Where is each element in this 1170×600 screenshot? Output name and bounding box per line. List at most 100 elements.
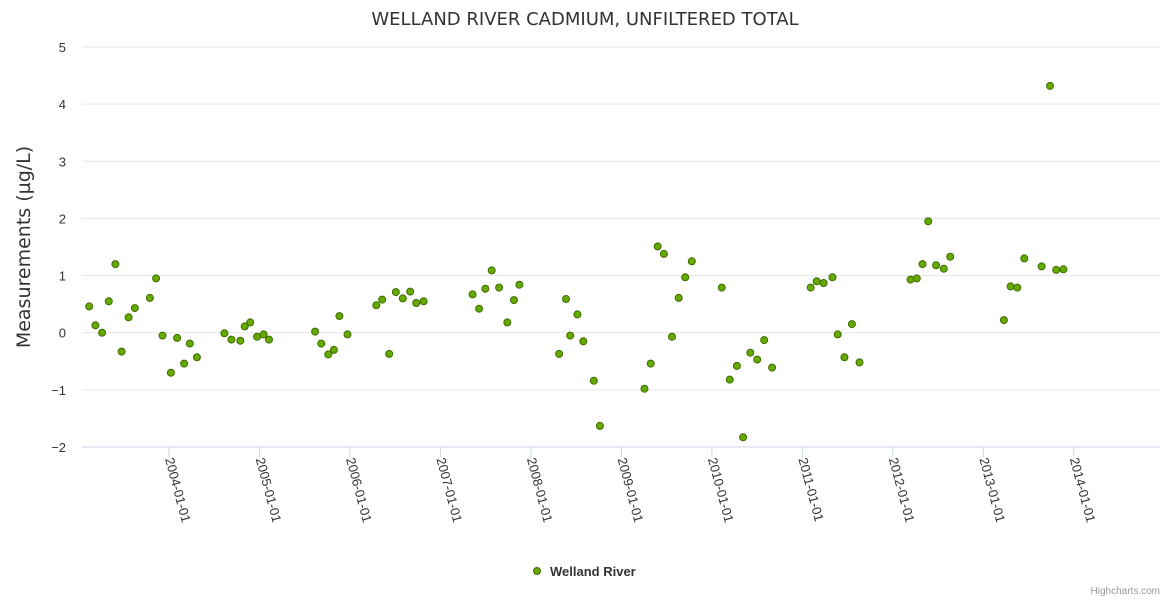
- data-point[interactable]: [579, 337, 588, 346]
- data-point[interactable]: [192, 353, 201, 362]
- data-point[interactable]: [1052, 265, 1061, 274]
- data-point[interactable]: [385, 349, 394, 358]
- data-point[interactable]: [329, 345, 338, 354]
- data-point[interactable]: [939, 264, 948, 273]
- legend-marker[interactable]: [533, 567, 541, 575]
- data-point[interactable]: [111, 260, 120, 269]
- data-point[interactable]: [158, 331, 167, 340]
- data-point[interactable]: [468, 290, 477, 299]
- legend[interactable]: Welland River: [533, 564, 636, 579]
- data-point[interactable]: [739, 433, 748, 442]
- data-point[interactable]: [725, 375, 734, 384]
- data-point[interactable]: [317, 339, 326, 348]
- data-point[interactable]: [253, 332, 262, 341]
- data-point[interactable]: [912, 274, 921, 283]
- data-point[interactable]: [555, 349, 564, 358]
- data-point[interactable]: [589, 376, 598, 385]
- data-point[interactable]: [653, 242, 662, 251]
- data-point[interactable]: [85, 302, 94, 311]
- data-point[interactable]: [1037, 262, 1046, 271]
- data-point[interactable]: [768, 363, 777, 372]
- data-point[interactable]: [98, 328, 107, 337]
- data-point[interactable]: [487, 266, 496, 275]
- data-point[interactable]: [932, 261, 941, 270]
- data-point[interactable]: [91, 321, 100, 330]
- data-point[interactable]: [343, 330, 352, 339]
- data-point[interactable]: [152, 274, 161, 283]
- y-tick-label: 4: [59, 97, 66, 112]
- data-point[interactable]: [1020, 254, 1029, 263]
- data-point[interactable]: [746, 348, 755, 357]
- data-point[interactable]: [840, 353, 849, 362]
- x-tick-label: 2004-01-01: [162, 456, 194, 524]
- data-point[interactable]: [311, 327, 320, 336]
- data-point[interactable]: [1006, 282, 1015, 291]
- data-point[interactable]: [419, 297, 428, 306]
- data-point[interactable]: [855, 358, 864, 367]
- data-point[interactable]: [924, 217, 933, 226]
- data-point[interactable]: [1046, 81, 1054, 90]
- data-point[interactable]: [674, 293, 683, 302]
- data-point[interactable]: [847, 320, 856, 329]
- data-point[interactable]: [640, 384, 649, 393]
- data-point[interactable]: [819, 279, 828, 287]
- data-point[interactable]: [378, 295, 387, 304]
- data-point[interactable]: [335, 312, 344, 321]
- data-point[interactable]: [173, 333, 182, 342]
- data-point[interactable]: [259, 330, 268, 339]
- data-point[interactable]: [130, 304, 139, 313]
- data-point[interactable]: [510, 296, 518, 305]
- data-point[interactable]: [566, 331, 575, 340]
- data-point[interactable]: [515, 280, 524, 289]
- data-point[interactable]: [104, 297, 113, 306]
- data-point[interactable]: [687, 257, 696, 266]
- data-point[interactable]: [124, 313, 133, 322]
- data-point[interactable]: [185, 339, 194, 348]
- data-point[interactable]: [573, 310, 582, 319]
- data-point[interactable]: [753, 355, 762, 364]
- data-point[interactable]: [732, 361, 741, 370]
- data-point[interactable]: [760, 336, 769, 345]
- data-point[interactable]: [659, 249, 668, 258]
- x-tick-label: 2013-01-01: [976, 456, 1008, 524]
- data-point[interactable]: [503, 318, 512, 327]
- data-point[interactable]: [562, 295, 570, 303]
- data-point[interactable]: [236, 336, 245, 345]
- data-point[interactable]: [166, 368, 175, 377]
- data-point[interactable]: [812, 277, 821, 286]
- data-point[interactable]: [999, 316, 1008, 325]
- data-point[interactable]: [481, 284, 490, 293]
- data-point[interactable]: [180, 359, 189, 368]
- data-point[interactable]: [595, 421, 604, 430]
- data-point[interactable]: [833, 330, 842, 339]
- data-point[interactable]: [398, 294, 407, 303]
- data-point[interactable]: [1013, 283, 1022, 292]
- data-point[interactable]: [246, 318, 255, 327]
- data-point[interactable]: [668, 332, 676, 341]
- data-point[interactable]: [646, 359, 655, 368]
- data-point[interactable]: [117, 347, 126, 356]
- data-point[interactable]: [324, 350, 333, 359]
- data-point[interactable]: [391, 288, 400, 297]
- data-point[interactable]: [495, 283, 504, 292]
- y-tick-label: 2: [59, 211, 66, 226]
- data-point[interactable]: [227, 335, 236, 344]
- data-point[interactable]: [412, 299, 421, 307]
- data-point[interactable]: [717, 283, 726, 292]
- data-point[interactable]: [240, 322, 249, 331]
- data-point[interactable]: [220, 329, 229, 338]
- data-point[interactable]: [806, 283, 815, 292]
- data-point[interactable]: [265, 335, 273, 344]
- data-point[interactable]: [475, 304, 484, 313]
- legend-item-welland-river[interactable]: Welland River: [550, 564, 636, 579]
- data-point[interactable]: [681, 273, 690, 282]
- data-point[interactable]: [406, 287, 415, 296]
- data-point[interactable]: [918, 260, 927, 269]
- data-point[interactable]: [946, 252, 955, 261]
- data-point[interactable]: [1059, 265, 1068, 274]
- data-point[interactable]: [145, 293, 154, 302]
- data-point[interactable]: [372, 301, 381, 310]
- credits-link[interactable]: Highcharts.com: [1091, 586, 1160, 597]
- data-point[interactable]: [828, 273, 837, 282]
